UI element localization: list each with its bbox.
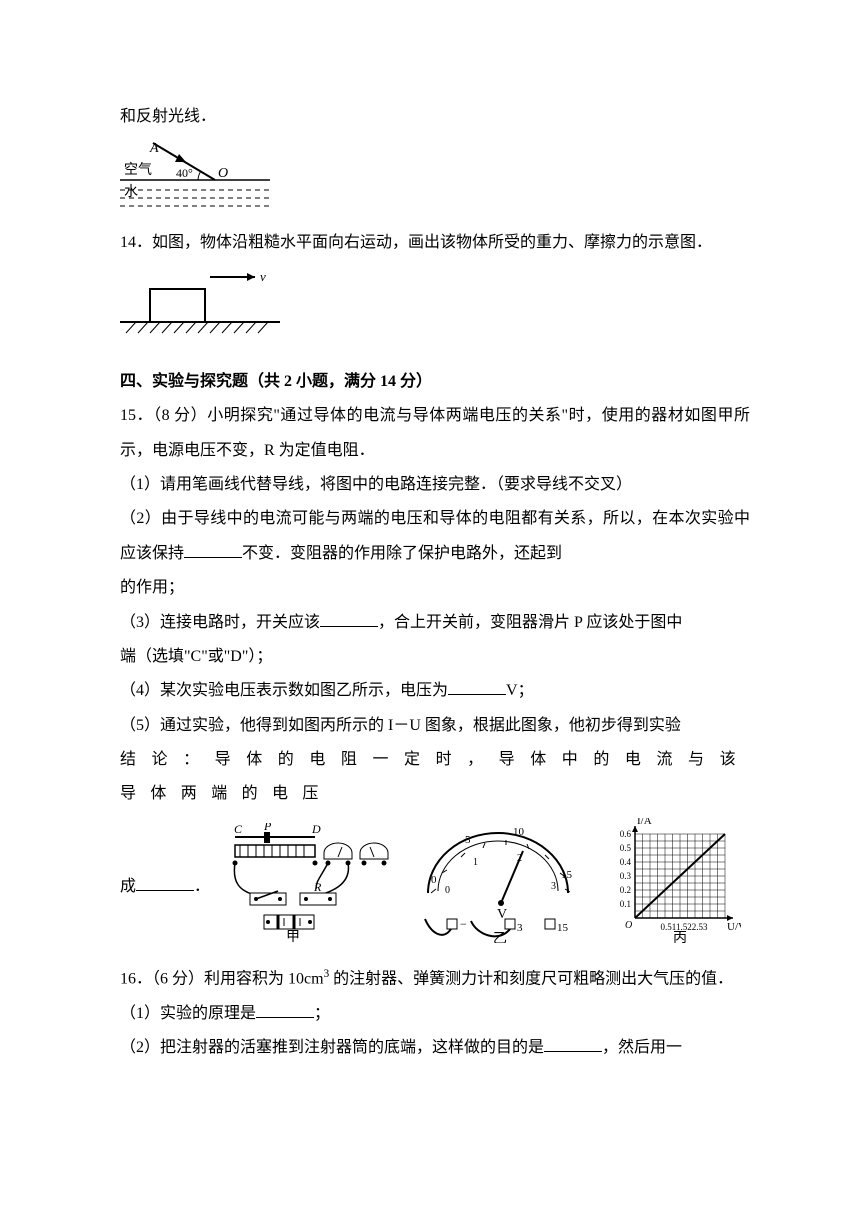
q15-p5d: ．	[194, 878, 210, 895]
q16-p1: （1）实验的原理是；	[120, 997, 750, 1031]
svg-text:3: 3	[517, 922, 523, 934]
q16-intro: 16．（6 分）利用容积为 10cm3 的注射器、弹簧测力计和刻度尺可粗略测出大…	[120, 962, 750, 997]
svg-text:P: P	[263, 823, 272, 833]
svg-text:0.3: 0.3	[620, 871, 632, 881]
figure-voltmeter: 0 5 10 15 0 1 2 3 V − 3	[413, 823, 583, 956]
q15-p5a: （5）通过实验，他得到如图丙所示的 I－U 图象，根据此图象，他初步得到实验	[120, 709, 750, 743]
svg-text:0.2: 0.2	[620, 885, 631, 895]
svg-text:O: O	[625, 920, 632, 931]
q15-p5c-row: 成 ． C P D	[120, 812, 750, 962]
q15-p4: （4）某次实验电压表示数如图乙所示，电压为 V；	[120, 674, 750, 708]
figure-iv-graph: 0.10.20.30.40.50.60.511.522.53OI/AU/V丙	[601, 818, 741, 956]
svg-text:0.6: 0.6	[620, 829, 632, 839]
svg-text:0: 0	[431, 874, 437, 886]
label-air: 空气	[124, 162, 152, 178]
svg-text:U/V: U/V	[727, 921, 741, 933]
q16-p2: （2）把注射器的活塞推到注射器筒的底端，这样做的目的是，然后用一	[120, 1031, 750, 1065]
svg-text:I/A: I/A	[637, 818, 652, 827]
svg-text:5: 5	[465, 834, 471, 846]
previous-fragment: 和反射光线．	[120, 100, 750, 134]
q15-p4b: V；	[506, 682, 534, 699]
svg-text:3: 3	[551, 881, 556, 892]
svg-text:0: 0	[445, 885, 450, 896]
section4-title: 四、实验与探究题（共 2 小题，满分 14 分）	[120, 365, 750, 399]
q15-p3: （3）连接电路时，开关应该 ，合上开关前，变阻器滑片 P 应该处于图中	[120, 606, 750, 640]
svg-text:丙: 丙	[673, 931, 687, 943]
blank-resistance[interactable]	[184, 540, 242, 558]
q14-text: 14．如图，物体沿粗糙水平面向右运动，画出该物体所受的重力、摩擦力的示意图．	[120, 226, 750, 260]
q15-p2b: 不变．变阻器的作用除了保护电路外，还起到	[242, 545, 562, 562]
q15-p3a: （3）连接电路时，开关应该	[120, 614, 320, 631]
q15-p5c: 成	[120, 878, 136, 895]
label-A: A	[149, 141, 159, 156]
label-water: 水	[124, 184, 138, 200]
q15-p3c: 端（选填"C"或"D"）；	[120, 640, 750, 674]
blank-purpose[interactable]	[544, 1035, 602, 1053]
blank-principle[interactable]	[256, 1000, 314, 1018]
q15-p5b: 结论：导体的电阻一定时，导体中的电流与该导体两端的电压	[120, 743, 750, 812]
blank-proportion[interactable]	[136, 873, 194, 891]
q15-p2: （2）由于导线中的电流可能与两端的电压和导体的电阻都有关系，所以，在本次实验中应…	[120, 502, 750, 571]
label-angle: 40°	[176, 166, 193, 180]
label-O: O	[218, 166, 228, 181]
q15-p4a: （4）某次实验电压表示数如图乙所示，电压为	[120, 682, 448, 699]
q15-p1: （1）请用笔画线代替导线，将图中的电路连接完整．（要求导线不交叉）	[120, 468, 750, 502]
svg-text:0.1: 0.1	[620, 899, 631, 909]
blank-voltage[interactable]	[448, 678, 506, 696]
svg-text:乙: 乙	[493, 931, 507, 943]
svg-text:15: 15	[557, 922, 569, 934]
svg-text:1: 1	[473, 857, 478, 868]
svg-text:D: D	[311, 823, 321, 836]
q15-intro: 15．（8 分）小明探究"通过导体的电流与导体两端电压的关系"时，使用的器材如图…	[120, 399, 750, 468]
svg-text:R: R	[313, 880, 322, 894]
svg-text:0.5: 0.5	[620, 843, 632, 853]
svg-text:−: −	[460, 917, 467, 931]
label-v: v	[260, 269, 266, 284]
svg-text:10: 10	[513, 826, 525, 838]
q15-p2c: 的作用；	[120, 571, 750, 605]
svg-text:0.4: 0.4	[620, 857, 632, 867]
q15-p3b: ，合上开关前，变阻器滑片 P 应该处于图中	[378, 614, 682, 631]
svg-text:15: 15	[561, 869, 573, 881]
figure-refraction: A 40° O 空气 水	[120, 140, 750, 218]
figure-circuit: C P D	[220, 823, 395, 956]
svg-text:C: C	[234, 823, 243, 836]
figure-block: v	[120, 267, 750, 337]
svg-text:2: 2	[517, 853, 522, 864]
svg-text:甲: 甲	[286, 930, 300, 943]
blank-switch[interactable]	[320, 609, 378, 627]
